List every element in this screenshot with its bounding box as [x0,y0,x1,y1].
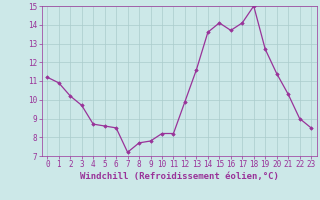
X-axis label: Windchill (Refroidissement éolien,°C): Windchill (Refroidissement éolien,°C) [80,172,279,181]
